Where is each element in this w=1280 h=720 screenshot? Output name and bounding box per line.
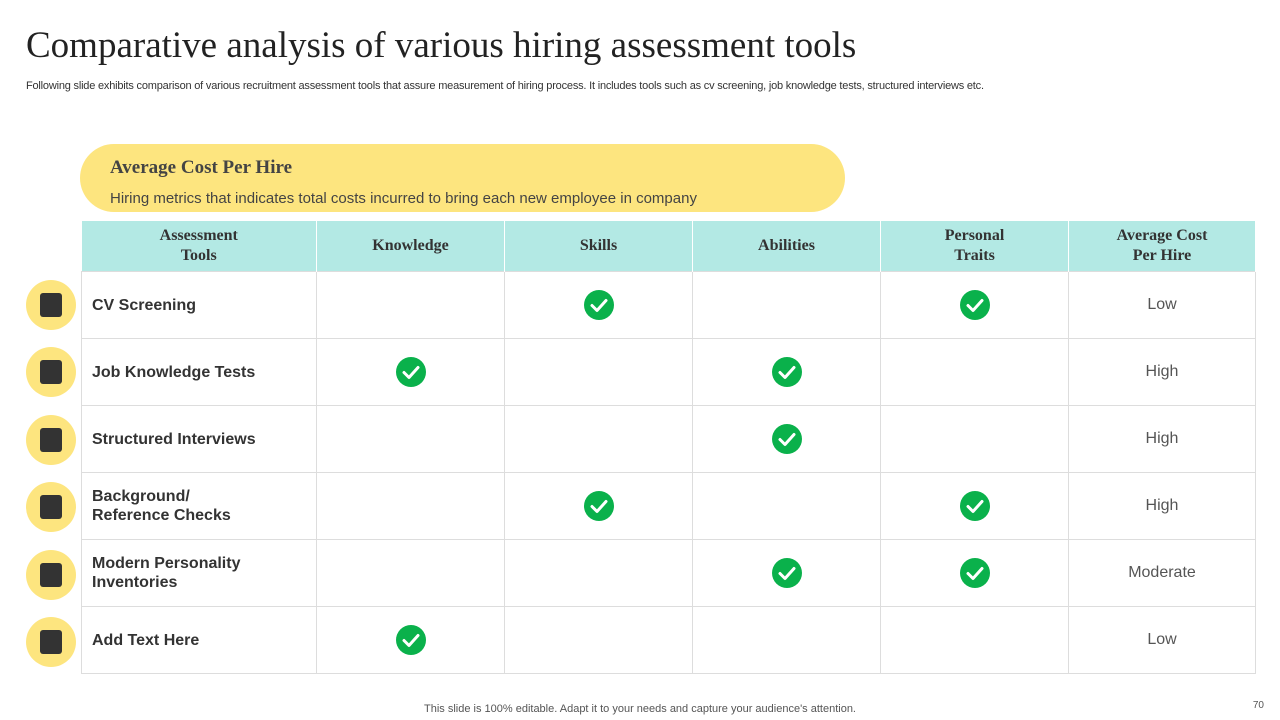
check-cell [504,606,693,674]
text-line: Personal [944,227,1005,244]
check-cell [504,472,693,540]
cost-cell: Low [1068,271,1256,339]
callout-title: Average Cost Per Hire [110,157,293,178]
check-icon [771,424,802,454]
check-cell [880,606,1069,674]
title: Comparative analysis of various hiring a… [26,25,857,66]
table-row: Background/Reference Checks High [81,472,1256,540]
column-header: Abilities [692,221,881,272]
icon-glyph [40,360,62,385]
column-header: Average Cost Per Hire [1068,221,1256,272]
text-line: Traits [954,247,995,264]
icon-glyph [40,630,62,654]
row-icon [26,617,76,667]
row-icon [26,414,76,465]
check-icon [395,357,426,387]
check-cell [880,405,1069,473]
row-icon [26,482,76,533]
cost-cell: High [1068,405,1256,473]
cost-cell: High [1068,472,1256,540]
row-icon [26,549,76,600]
header-row: Assessment Tools Knowledge Skills Abilities P… [81,221,1256,272]
check-icon [959,558,990,588]
text-line: Structured Interviews [92,430,256,448]
column-header: Knowledge [316,221,505,272]
table-row: CV Screening Low [81,271,1256,339]
table-row: Structured Interviews High [81,405,1256,473]
callout-text: Hiring metrics that indicates total cost… [110,190,697,207]
check-cell [692,539,881,607]
table-row: Modern Personality Inventories Moderate [81,539,1256,607]
check-icon [771,357,802,387]
check-icon [583,290,614,320]
check-icon [771,558,802,588]
text-line: Tools [180,247,217,264]
text-line: Abilities [758,237,815,254]
icon-glyph [40,562,62,587]
text-line: Background/ [92,488,190,505]
check-cell [316,271,505,339]
check-cell [504,271,693,339]
check-cell [504,539,693,607]
check-cell [692,271,881,339]
table-row: Job Knowledge Tests High [81,338,1256,406]
text-line: Per Hire [1132,247,1192,264]
icon-glyph [40,495,62,520]
check-cell [316,539,505,607]
column-header: Assessment Tools [81,221,317,272]
check-cell [692,606,881,674]
text-line: Knowledge [372,237,449,254]
check-cell [692,405,881,473]
page-number: 70 [1252,700,1264,711]
tool-cell: Structured Interviews [81,405,317,473]
text-line: Modern Personality [92,555,241,572]
text-line: Reference Checks [92,507,231,524]
text-line: CV Screening [92,296,197,314]
column-header: Skills [504,221,693,272]
text-line: Skills [579,237,618,254]
check-cell [316,606,505,674]
text-line: Job Knowledge Tests [92,363,256,381]
check-icon [959,491,990,521]
check-cell [316,405,505,473]
column-header: Personal Traits [880,221,1069,272]
text-line: Inventories [92,574,178,591]
cost-cell: Moderate [1068,539,1256,607]
cost-cell: High [1068,338,1256,406]
check-icon [583,491,614,521]
check-cell [692,338,881,406]
check-cell [880,539,1069,607]
check-cell [504,405,693,473]
tool-cell: Modern Personality Inventories [81,539,317,607]
check-cell [504,338,693,406]
callout: Average Cost Per Hire Hiring metrics tha… [80,144,845,212]
row-icon [26,347,76,398]
check-cell [316,472,505,540]
comparison-table: Assessment Tools Knowledge Skills Abilities P… [81,221,1256,674]
check-icon [395,625,426,655]
text-line: Assessment [159,227,238,244]
tool-cell: Add Text Here [81,606,317,674]
text-line: Average Cost [1116,227,1208,244]
footer-note: This slide is 100% editable. Adapt it to… [424,703,856,715]
table-row: Add Text Here Low [81,606,1256,674]
icon-glyph [40,427,62,452]
tool-cell: CV Screening [81,271,317,339]
check-icon [959,290,990,320]
text-line: Add Text Here [92,631,200,649]
icon-glyph [40,293,62,317]
subtitle: Following slide exhibits comparison of v… [26,80,984,92]
check-cell [880,338,1069,406]
tool-cell: Job Knowledge Tests [81,338,317,406]
cost-cell: Low [1068,606,1256,674]
tool-cell: Background/Reference Checks [81,472,317,540]
check-cell [880,271,1069,339]
row-icon [26,280,76,330]
check-cell [316,338,505,406]
check-cell [880,472,1069,540]
check-cell [692,472,881,540]
